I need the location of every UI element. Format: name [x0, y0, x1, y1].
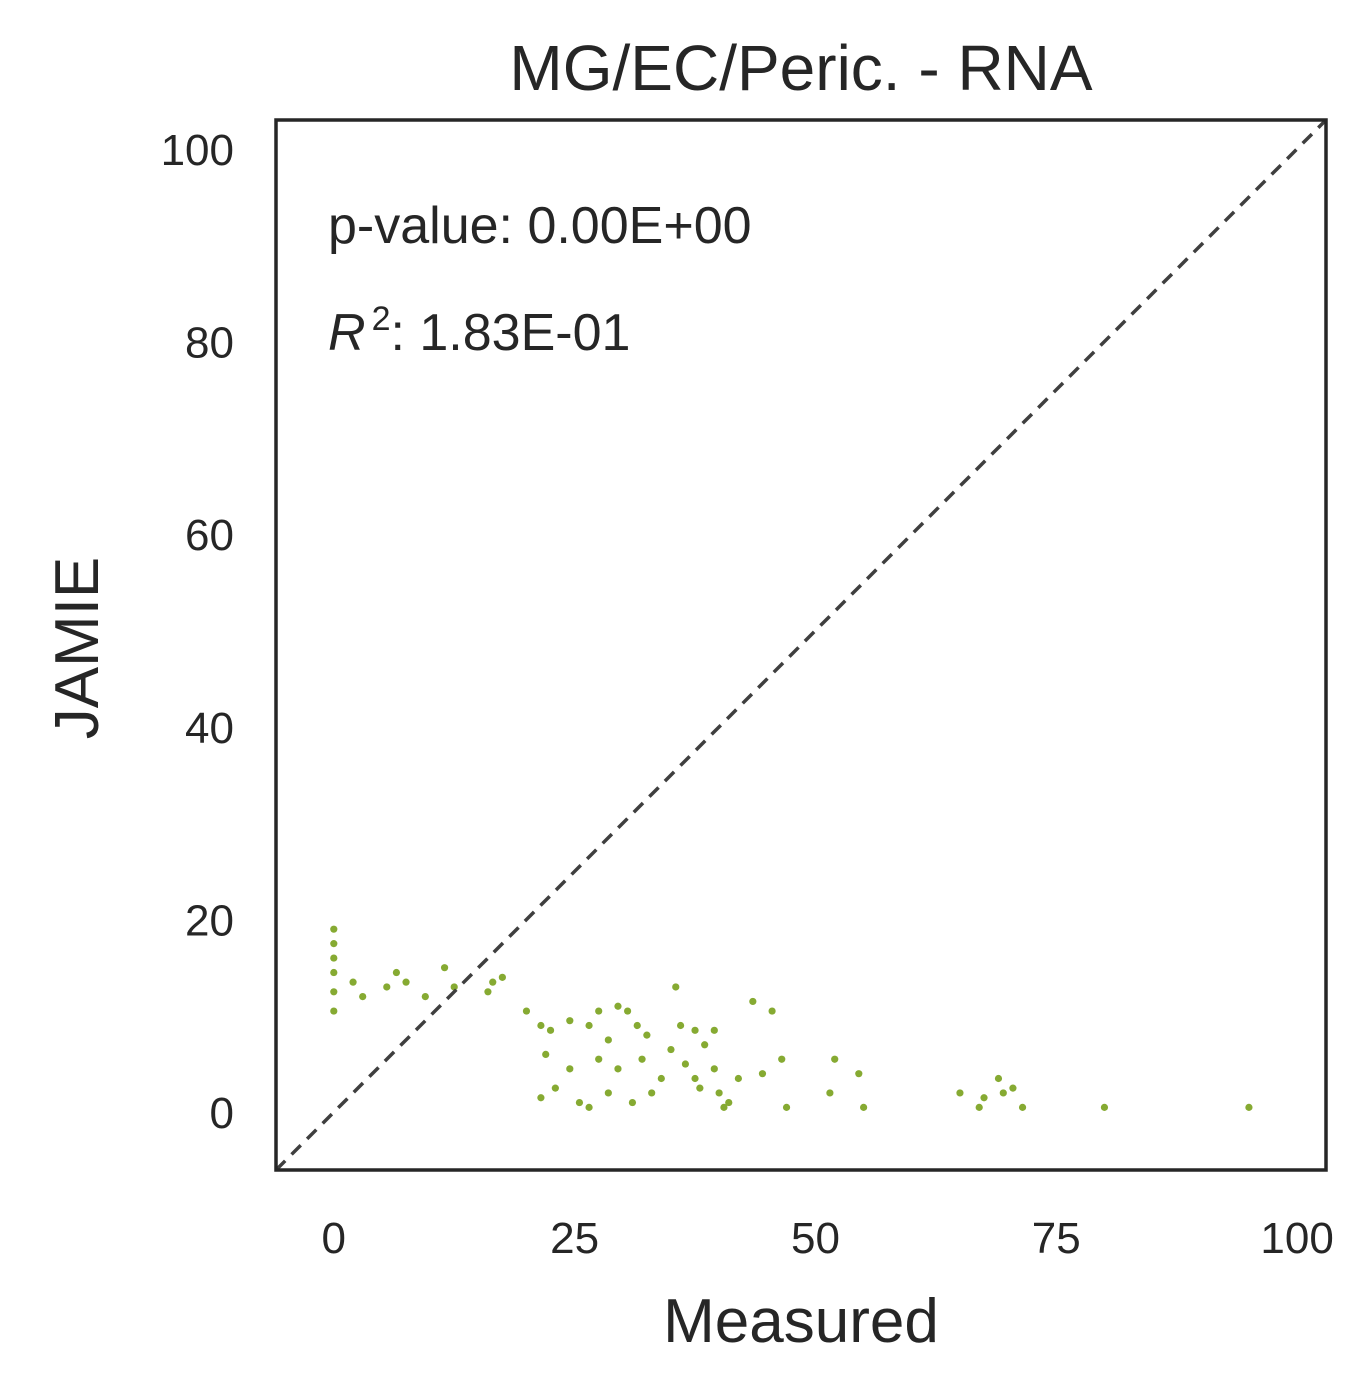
data-point [537, 1021, 545, 1030]
points-layer [330, 925, 1253, 1111]
data-point [643, 1031, 651, 1039]
data-point [1100, 1103, 1109, 1111]
data-point [956, 1089, 964, 1097]
y-tick-label: 80 [185, 319, 234, 368]
data-point [551, 1084, 559, 1092]
data-point [604, 1089, 612, 1097]
data-point [676, 1021, 685, 1030]
data-point [537, 1094, 545, 1102]
data-point [575, 1098, 584, 1107]
data-point [710, 1065, 718, 1073]
y-tick-label: 60 [185, 511, 234, 560]
data-point [855, 1070, 863, 1078]
data-point [484, 988, 492, 996]
y-tick-label: 0 [210, 1089, 234, 1138]
data-point [595, 1007, 603, 1015]
data-point [489, 978, 497, 986]
data-point [595, 1055, 603, 1063]
data-point [980, 1094, 988, 1102]
data-point [831, 1055, 839, 1063]
data-point [681, 1060, 690, 1068]
data-point [330, 968, 338, 977]
data-point [691, 1074, 699, 1083]
data-point [566, 1065, 574, 1073]
data-point [633, 1021, 641, 1030]
x-axis-ticks: 0 25 50 75 100 [322, 1214, 1334, 1263]
data-point [383, 983, 391, 991]
y-axis-label: JAMIE [43, 557, 112, 740]
data-point [994, 1074, 1003, 1083]
data-point [768, 1007, 776, 1015]
data-point [359, 993, 367, 1001]
data-point [392, 968, 401, 977]
x-tick-label: 100 [1260, 1214, 1333, 1263]
x-tick-label: 0 [322, 1214, 346, 1263]
data-point [758, 1070, 767, 1078]
data-point [624, 1007, 632, 1015]
x-tick-label: 50 [791, 1214, 840, 1263]
identity-reference-line [276, 120, 1326, 1170]
y-tick-label: 40 [185, 704, 234, 753]
data-point [638, 1055, 646, 1063]
data-point [999, 1089, 1007, 1097]
data-point [701, 1041, 709, 1049]
data-point [749, 997, 757, 1006]
data-point [421, 993, 429, 1001]
data-point [330, 940, 338, 948]
data-point [628, 1098, 637, 1107]
data-point [1245, 1103, 1253, 1111]
data-point [450, 983, 458, 991]
plot-frame [274, 118, 1328, 1172]
x-axis-label: Measured [663, 1287, 939, 1356]
data-point [440, 964, 449, 972]
data-point [860, 1103, 868, 1111]
pvalue-annotation: p-value: 0.00E+00 [328, 197, 752, 255]
data-point [710, 1026, 718, 1034]
x-tick-label: 75 [1032, 1214, 1081, 1263]
data-point [330, 1007, 338, 1015]
data-point [657, 1074, 665, 1083]
x-tick-label: 25 [550, 1214, 599, 1263]
data-point [826, 1089, 834, 1097]
r-squared-value: : 1.83E-01 [390, 304, 630, 362]
data-point [402, 978, 410, 986]
r-squared-annotation: R 2: 1.83E-01 [328, 300, 630, 362]
r-squared-symbol: R [328, 304, 366, 362]
data-point [330, 925, 338, 933]
data-point [330, 954, 338, 962]
y-tick-label: 100 [161, 126, 234, 175]
data-point [585, 1103, 593, 1111]
data-point [566, 1017, 574, 1025]
data-point [691, 1026, 699, 1034]
data-point [667, 1045, 675, 1054]
data-point [546, 1026, 555, 1034]
data-point [614, 1065, 622, 1073]
data-point [542, 1050, 550, 1059]
data-point [498, 973, 506, 981]
y-tick-label: 20 [185, 897, 234, 946]
y-axis-ticks: 0 20 40 60 80 100 [161, 126, 234, 1138]
data-point [672, 983, 680, 991]
r-squared-exponent: 2 [372, 300, 391, 338]
data-point [349, 978, 357, 986]
data-point [734, 1074, 742, 1083]
data-point [648, 1089, 656, 1097]
data-point [1018, 1103, 1027, 1111]
data-point [604, 1036, 612, 1044]
data-point [330, 988, 338, 996]
data-point [1009, 1084, 1017, 1092]
data-point [725, 1098, 733, 1107]
data-point [782, 1103, 791, 1111]
data-point [975, 1103, 983, 1111]
data-point [778, 1055, 786, 1063]
data-point [720, 1103, 728, 1111]
data-point [522, 1007, 531, 1015]
chart-title: MG/EC/Peric. - RNA [509, 32, 1092, 104]
data-point [715, 1089, 723, 1097]
data-point [585, 1021, 593, 1030]
data-point [696, 1084, 704, 1092]
data-point [614, 1002, 622, 1010]
